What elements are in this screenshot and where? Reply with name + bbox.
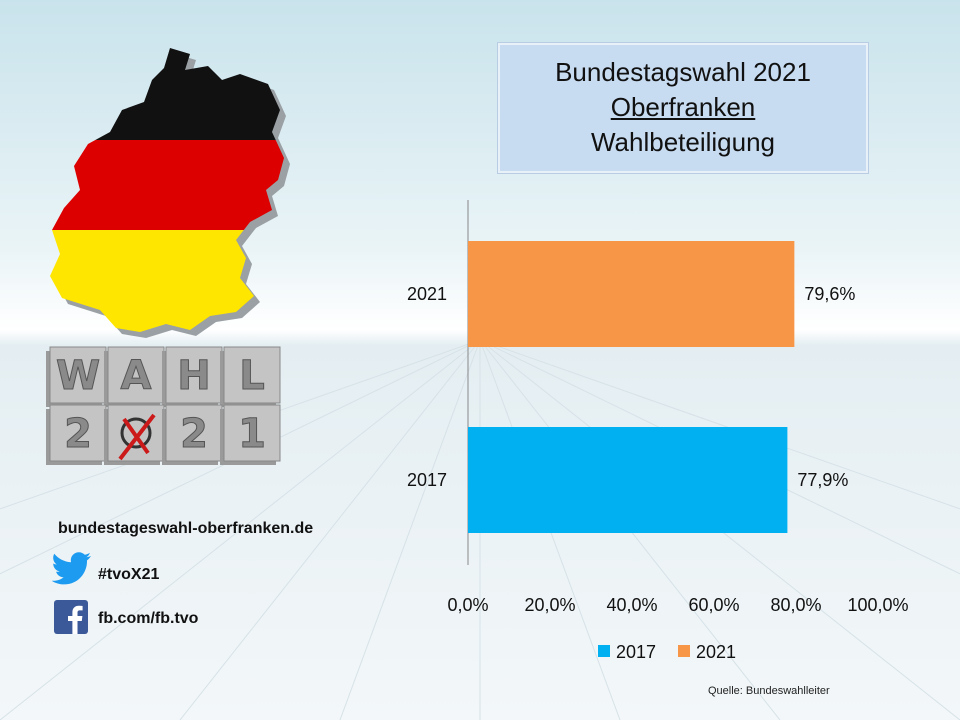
logo-digit-2a: 2: [64, 411, 92, 457]
bar-2017: [468, 427, 788, 533]
logo-letter-w: W: [56, 353, 100, 399]
legend-label-2021: 2021: [696, 642, 736, 662]
legend-swatch-2017: [598, 645, 610, 657]
logo-letter-l: L: [239, 353, 265, 399]
bar-2021: [468, 241, 795, 347]
category-label-2021: 2021: [407, 284, 447, 304]
data-label-2021: 79,6%: [804, 284, 855, 304]
background-perspective-lines: [0, 340, 960, 720]
chart-subtitle-region: Oberfranken: [610, 92, 756, 122]
source-note: Quelle: Bundeswahlleiter: [708, 685, 830, 697]
logo-letter-h: H: [177, 353, 210, 399]
legend-label-2017: 2017: [616, 642, 656, 662]
legend-swatch-2021: [678, 645, 690, 657]
x-tick-label-1: 20,0%: [524, 595, 575, 615]
chart-title-box: Bundestagswahl 2021 Oberfranken Wahlbete…: [498, 43, 868, 173]
wahl-2021-logo: W A H L 2 2 1: [46, 346, 281, 465]
facebook-icon: [54, 600, 88, 634]
chart-title: Bundestagswahl 2021: [555, 57, 811, 87]
logo-letter-a: A: [121, 353, 152, 399]
twitter-icon: [52, 552, 91, 585]
category-label-2017: 2017: [407, 470, 447, 490]
x-tick-label-4: 80,0%: [770, 595, 821, 615]
x-tick-label-2: 40,0%: [606, 595, 657, 615]
facebook-link[interactable]: fb.com/fb.tvo: [98, 610, 199, 627]
x-tick-label-3: 60,0%: [688, 595, 739, 615]
logo-digit-2b: 2: [180, 411, 208, 457]
germany-map-illustration: [50, 48, 290, 338]
hashtag-text: #tvoX21: [98, 566, 160, 583]
logo-digit-1: 1: [238, 411, 266, 457]
website-link[interactable]: bundestageswahl-oberfranken.de: [58, 520, 314, 537]
x-tick-label-5: 100,0%: [847, 595, 908, 615]
data-label-2017: 77,9%: [797, 470, 848, 490]
chart-subtitle-metric: Wahlbeteiligung: [590, 127, 776, 157]
x-tick-label-0: 0,0%: [447, 595, 488, 615]
